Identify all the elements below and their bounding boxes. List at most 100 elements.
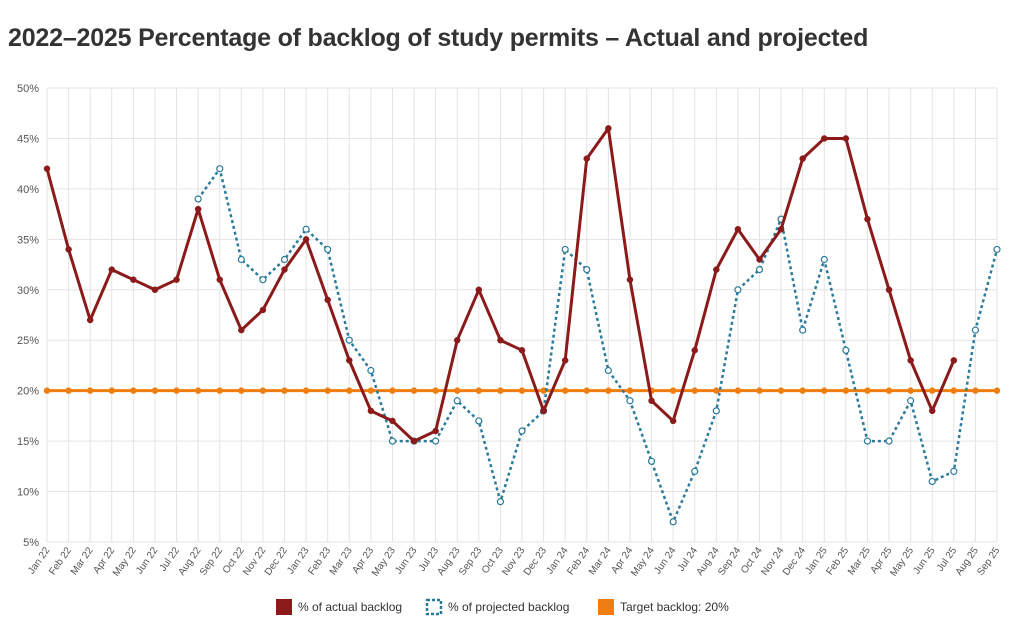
legend-swatch xyxy=(425,598,443,616)
series-of-projected-backlog xyxy=(194,165,1001,526)
y-tick-label: 45% xyxy=(17,133,39,145)
data-point xyxy=(864,215,871,223)
y-tick-label: 30% xyxy=(17,285,39,297)
data-point xyxy=(108,387,116,394)
x-tick-label: Dec 24 xyxy=(781,545,808,578)
data-point xyxy=(583,266,591,274)
data-point xyxy=(324,245,332,254)
data-point xyxy=(367,407,375,415)
data-point xyxy=(130,276,137,283)
data-point xyxy=(885,387,893,394)
data-point xyxy=(561,357,569,364)
data-point xyxy=(410,437,418,445)
data-point xyxy=(734,225,742,233)
x-tick-label: Dec 23 xyxy=(522,545,549,578)
data-point xyxy=(907,357,914,364)
data-point xyxy=(389,387,396,394)
data-point xyxy=(238,387,245,394)
legend-label: Target backlog: 20% xyxy=(620,600,729,614)
x-tick-label: Sep 23 xyxy=(457,545,484,578)
data-point xyxy=(993,245,1001,254)
series-line xyxy=(197,167,999,524)
data-point xyxy=(216,387,223,394)
x-tick-label: May 25 xyxy=(888,545,916,579)
legend-swatch xyxy=(598,599,614,615)
data-point xyxy=(237,255,245,264)
x-tick-label: May 24 xyxy=(629,545,657,579)
data-point xyxy=(475,387,483,394)
data-point xyxy=(410,387,418,394)
legend-swatch xyxy=(276,599,292,615)
data-point xyxy=(691,347,698,354)
data-point xyxy=(928,387,936,394)
data-point xyxy=(756,387,763,394)
data-point xyxy=(238,326,245,334)
data-point xyxy=(928,477,936,486)
data-point xyxy=(346,387,353,394)
data-point xyxy=(561,387,569,394)
data-point xyxy=(346,357,353,364)
data-point xyxy=(842,135,850,142)
legend-item-target-backlog-20: Target backlog: 20% xyxy=(598,599,729,615)
data-point xyxy=(302,387,310,394)
data-point xyxy=(540,407,547,415)
x-tick-label: Sep 22 xyxy=(198,545,225,578)
data-point xyxy=(475,286,483,294)
data-point xyxy=(151,286,159,294)
y-tick-label: 10% xyxy=(17,487,39,499)
y-tick-label: 15% xyxy=(17,436,39,448)
data-point xyxy=(821,135,828,142)
data-point xyxy=(432,427,439,435)
data-point xyxy=(108,266,116,273)
x-tick-label: Jun 24 xyxy=(652,545,678,576)
data-point xyxy=(777,225,785,233)
data-point xyxy=(928,407,936,415)
x-tick-label: Dec 22 xyxy=(263,545,290,578)
y-tick-label: 20% xyxy=(17,386,39,398)
data-point xyxy=(324,296,331,304)
x-tick-label: Jun 22 xyxy=(134,545,160,576)
data-point xyxy=(669,518,677,526)
data-point xyxy=(302,225,310,233)
data-point xyxy=(950,387,958,394)
data-point xyxy=(734,286,742,294)
data-point xyxy=(605,125,612,132)
data-point xyxy=(194,195,202,203)
data-point xyxy=(756,256,763,263)
data-point xyxy=(173,276,180,283)
y-axis: 5% 10% 15% 20% 25% 30% 35% 40% 45% 50% xyxy=(17,83,39,549)
data-point xyxy=(712,407,720,415)
data-point xyxy=(194,205,202,213)
data-point xyxy=(497,387,504,394)
data-point xyxy=(605,387,612,394)
x-tick-label: Sep 25 xyxy=(975,545,1002,578)
y-tick-label: 35% xyxy=(17,234,39,246)
data-point xyxy=(626,397,634,405)
data-point xyxy=(713,387,720,394)
data-point xyxy=(907,387,914,394)
data-point xyxy=(65,246,72,253)
data-point xyxy=(280,255,289,264)
data-point xyxy=(432,437,440,445)
x-tick-label: May 23 xyxy=(370,545,398,579)
data-point xyxy=(626,276,634,283)
data-point xyxy=(130,387,137,394)
data-point xyxy=(799,326,807,334)
data-point xyxy=(388,437,397,445)
data-point xyxy=(583,387,591,394)
legend-item-of-actual-backlog: % of actual backlog xyxy=(276,599,402,615)
data-point xyxy=(604,366,612,375)
data-point xyxy=(842,387,850,394)
data-point xyxy=(367,387,375,394)
data-point xyxy=(669,387,677,394)
data-point xyxy=(259,387,267,394)
chart-grid xyxy=(46,87,998,543)
data-point xyxy=(259,276,267,284)
data-point xyxy=(281,387,288,394)
data-point xyxy=(453,336,461,344)
data-point xyxy=(43,165,51,172)
y-tick-label: 40% xyxy=(17,184,39,196)
data-point xyxy=(842,346,850,354)
data-point xyxy=(648,397,655,405)
